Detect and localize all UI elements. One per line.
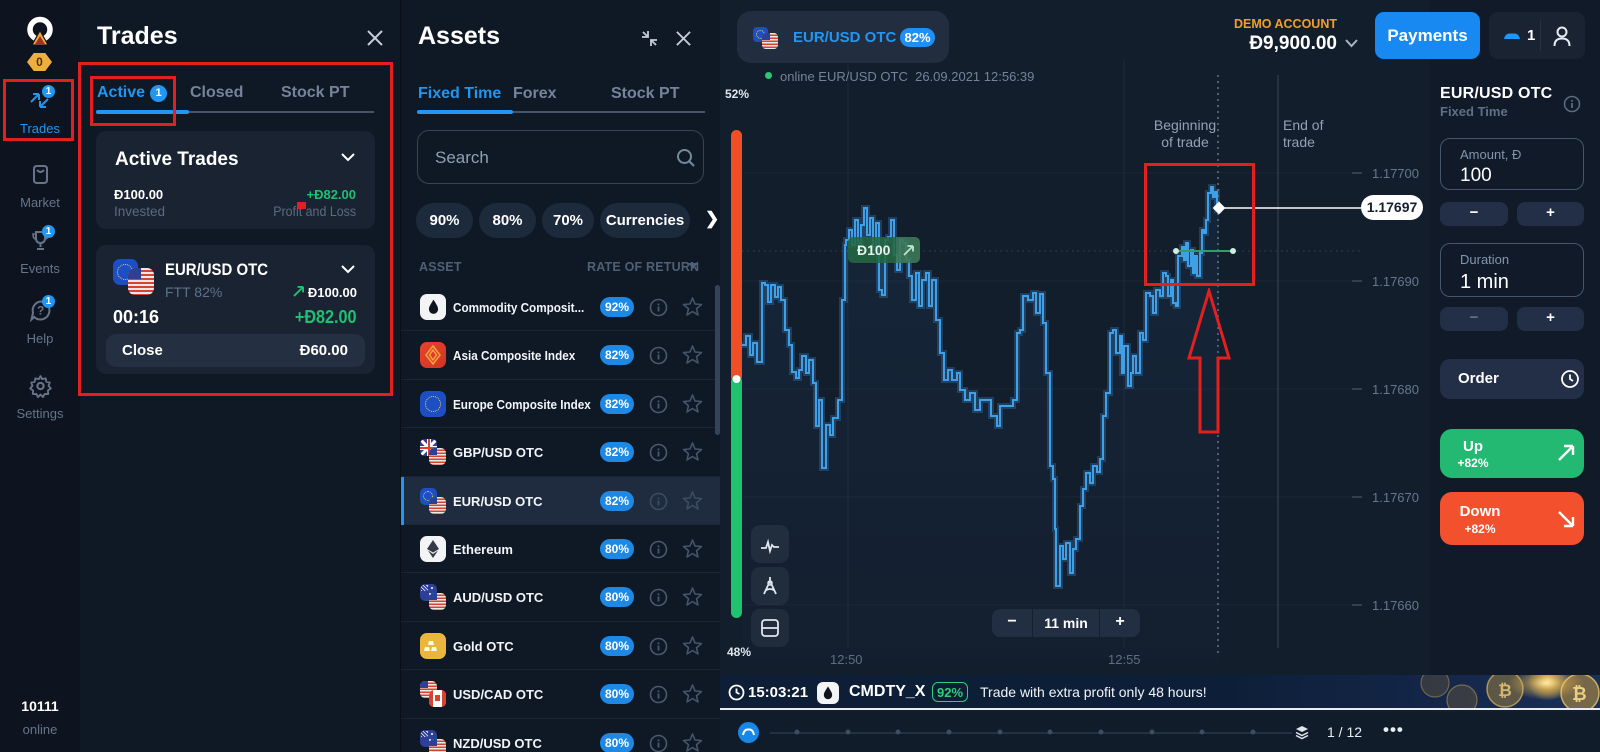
svg-text:₿: ₿ bbox=[1572, 684, 1587, 704]
svg-text:?: ? bbox=[37, 304, 44, 318]
svg-text:₿: ₿ bbox=[1498, 681, 1512, 700]
